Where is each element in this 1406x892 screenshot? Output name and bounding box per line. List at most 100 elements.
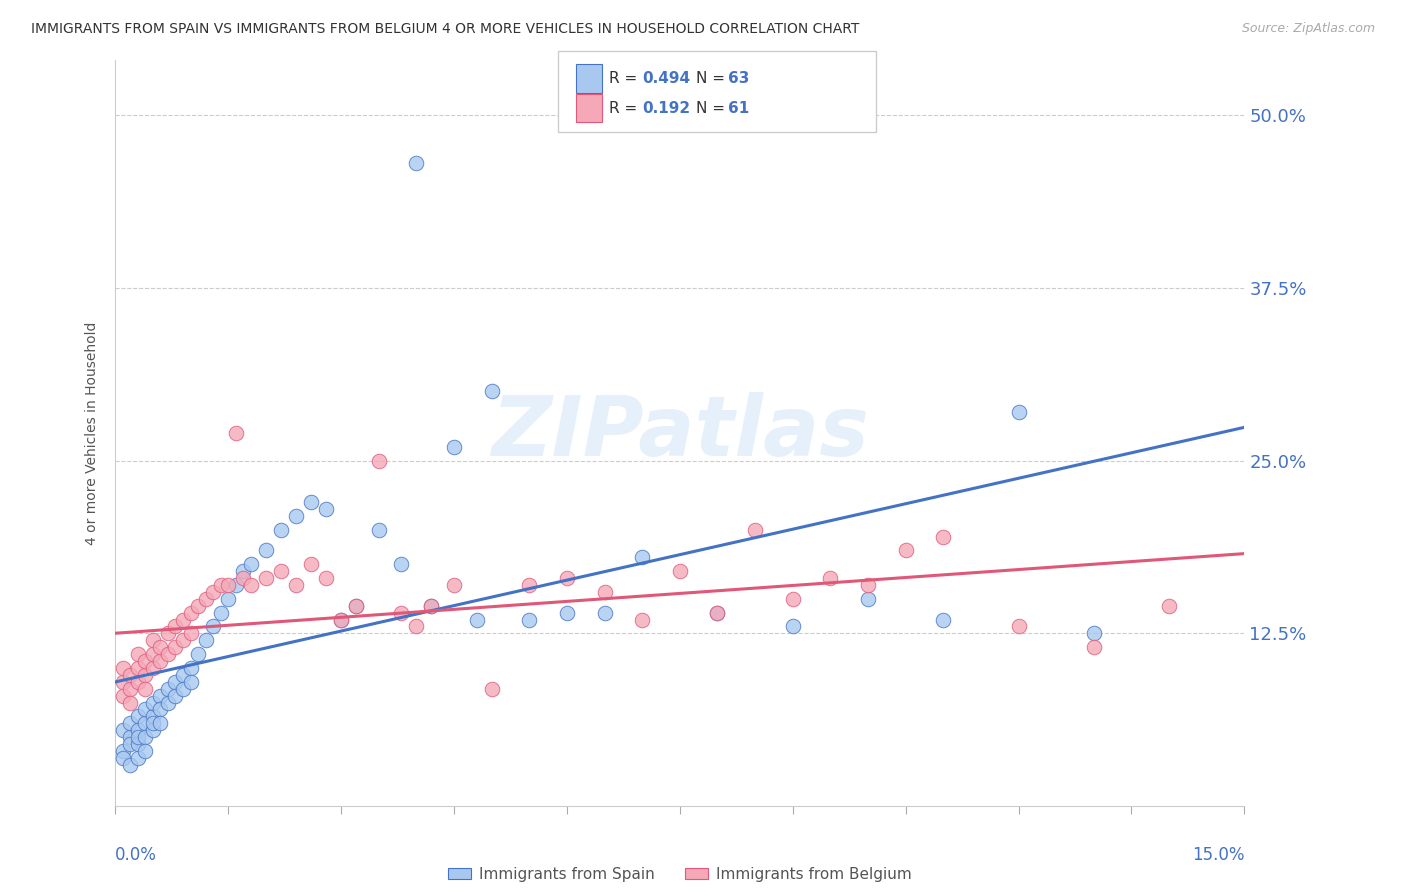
Text: N =: N = bbox=[696, 71, 730, 86]
Text: R =: R = bbox=[609, 71, 643, 86]
Point bbox=[142, 633, 165, 648]
Point bbox=[669, 564, 692, 578]
Point bbox=[232, 564, 254, 578]
Point bbox=[134, 702, 156, 716]
Point bbox=[142, 709, 165, 723]
Point bbox=[1083, 626, 1105, 640]
Point bbox=[111, 661, 134, 675]
Point bbox=[443, 440, 465, 454]
Point bbox=[782, 591, 804, 606]
Point bbox=[149, 689, 172, 703]
Point bbox=[149, 716, 172, 731]
Point bbox=[172, 668, 194, 682]
Point bbox=[517, 578, 540, 592]
Point bbox=[156, 681, 179, 696]
Point bbox=[127, 709, 149, 723]
Point bbox=[344, 599, 367, 613]
Point bbox=[127, 647, 149, 661]
Y-axis label: 4 or more Vehicles in Household: 4 or more Vehicles in Household bbox=[86, 321, 100, 545]
Point bbox=[156, 696, 179, 710]
Point bbox=[405, 619, 427, 633]
Point bbox=[142, 723, 165, 738]
Text: 63: 63 bbox=[728, 71, 749, 86]
Point bbox=[149, 702, 172, 716]
Point bbox=[165, 640, 187, 655]
Point bbox=[856, 578, 879, 592]
Point bbox=[217, 578, 239, 592]
Text: ZIPatlas: ZIPatlas bbox=[491, 392, 869, 474]
Point bbox=[127, 674, 149, 689]
Point bbox=[172, 681, 194, 696]
Point bbox=[820, 571, 842, 585]
Point bbox=[187, 647, 209, 661]
Point bbox=[120, 668, 142, 682]
Point bbox=[156, 647, 179, 661]
Point bbox=[932, 530, 955, 544]
Point bbox=[209, 578, 232, 592]
Point bbox=[111, 751, 134, 765]
Point bbox=[120, 737, 142, 751]
Point bbox=[270, 523, 292, 537]
Point bbox=[420, 599, 443, 613]
Point bbox=[284, 578, 307, 592]
Text: 61: 61 bbox=[728, 101, 749, 116]
Point bbox=[239, 558, 262, 572]
Point bbox=[202, 585, 225, 599]
Point bbox=[180, 661, 202, 675]
Point bbox=[142, 696, 165, 710]
Point bbox=[120, 696, 142, 710]
Text: 0.0%: 0.0% bbox=[115, 847, 157, 864]
Point bbox=[225, 578, 247, 592]
Point bbox=[254, 571, 277, 585]
Point bbox=[284, 508, 307, 523]
Point bbox=[134, 681, 156, 696]
Legend: Immigrants from Spain, Immigrants from Belgium: Immigrants from Spain, Immigrants from B… bbox=[441, 861, 918, 888]
Text: 0.192: 0.192 bbox=[643, 101, 690, 116]
Point bbox=[894, 543, 917, 558]
Point bbox=[389, 606, 412, 620]
Point bbox=[142, 661, 165, 675]
Point bbox=[120, 757, 142, 772]
Point bbox=[367, 453, 389, 467]
Point bbox=[134, 716, 156, 731]
Point bbox=[120, 730, 142, 744]
Point bbox=[172, 633, 194, 648]
Point bbox=[706, 606, 728, 620]
Point bbox=[134, 744, 156, 758]
Point bbox=[299, 495, 322, 509]
Point bbox=[270, 564, 292, 578]
Point bbox=[127, 751, 149, 765]
Point bbox=[856, 591, 879, 606]
Point bbox=[555, 571, 578, 585]
Point bbox=[111, 723, 134, 738]
Point bbox=[1007, 405, 1029, 419]
Text: 15.0%: 15.0% bbox=[1192, 847, 1244, 864]
Point bbox=[631, 613, 654, 627]
Point bbox=[120, 716, 142, 731]
Point bbox=[367, 523, 389, 537]
Point bbox=[111, 674, 134, 689]
Point bbox=[172, 613, 194, 627]
Point bbox=[111, 744, 134, 758]
Point bbox=[315, 502, 337, 516]
Point bbox=[127, 730, 149, 744]
Point bbox=[631, 550, 654, 565]
Point bbox=[134, 730, 156, 744]
Point bbox=[517, 613, 540, 627]
Point bbox=[120, 681, 142, 696]
Point bbox=[593, 606, 616, 620]
Text: 0.494: 0.494 bbox=[643, 71, 690, 86]
Point bbox=[209, 606, 232, 620]
Point bbox=[165, 619, 187, 633]
Point bbox=[782, 619, 804, 633]
Point bbox=[389, 558, 412, 572]
Point bbox=[405, 156, 427, 170]
Point bbox=[1083, 640, 1105, 655]
Point bbox=[299, 558, 322, 572]
Point bbox=[344, 599, 367, 613]
Point bbox=[180, 606, 202, 620]
Text: Source: ZipAtlas.com: Source: ZipAtlas.com bbox=[1241, 22, 1375, 36]
Point bbox=[481, 681, 503, 696]
Point bbox=[481, 384, 503, 399]
Point bbox=[149, 640, 172, 655]
